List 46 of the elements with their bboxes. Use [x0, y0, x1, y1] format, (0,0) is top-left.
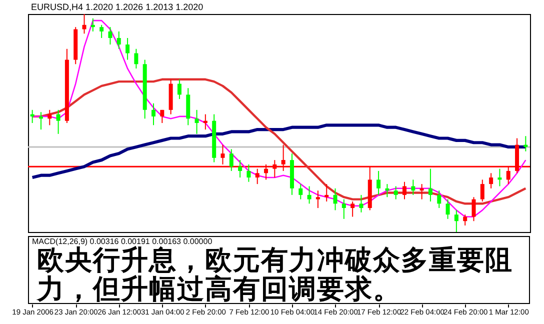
candlestick	[38, 112, 43, 130]
candlestick	[428, 168, 432, 202]
panel-frame: MACD(12,26,9) 0.00316 0.00191 0.00163 0.00000 欧央行升息，欧元有力冲破众多重要阻力，但升幅过高有回调要求。	[28, 236, 530, 304]
candlestick	[203, 114, 208, 130]
candlestick	[316, 190, 320, 209]
candlestick	[246, 164, 251, 182]
candlestick	[324, 184, 329, 202]
candlestick	[126, 37, 130, 60]
candlestick	[229, 148, 234, 172]
candlestick	[376, 170, 381, 196]
candlestick	[480, 179, 484, 202]
candlestick	[298, 184, 303, 200]
candlestick	[394, 186, 398, 200]
text: EURUSD,H4 1.2020 1.2026 1.2013 1.2020	[31, 2, 204, 12]
candlestick	[524, 136, 528, 152]
candlestick	[30, 109, 34, 124]
candlestick	[463, 214, 468, 226]
candlestick	[90, 18, 95, 32]
candlestick	[134, 48, 138, 69]
candlestick	[108, 26, 112, 46]
candlestick	[238, 160, 242, 178]
candlestick	[350, 200, 355, 218]
candlestick	[359, 194, 364, 213]
candlestick	[160, 109, 164, 124]
candlestick	[82, 14, 86, 34]
candlestick	[177, 78, 182, 100]
candlestick	[333, 188, 338, 211]
candlestick	[152, 102, 156, 126]
candlestick	[437, 190, 442, 209]
candlestick	[472, 196, 476, 222]
candlestick	[342, 198, 346, 220]
candlestick	[56, 109, 60, 134]
candlestick	[385, 184, 390, 198]
candlestick	[307, 186, 312, 204]
candlestick	[100, 24, 104, 38]
candlestick	[116, 30, 121, 50]
candlestick	[402, 181, 406, 200]
candlestick	[498, 168, 502, 187]
candlestick	[48, 109, 52, 126]
candlestick	[194, 109, 199, 134]
candlestick	[411, 179, 416, 196]
candlestick	[446, 198, 450, 220]
candlestick	[454, 210, 458, 232]
candlestick	[489, 172, 494, 189]
candlestick	[420, 184, 424, 200]
candlestick	[186, 88, 190, 126]
